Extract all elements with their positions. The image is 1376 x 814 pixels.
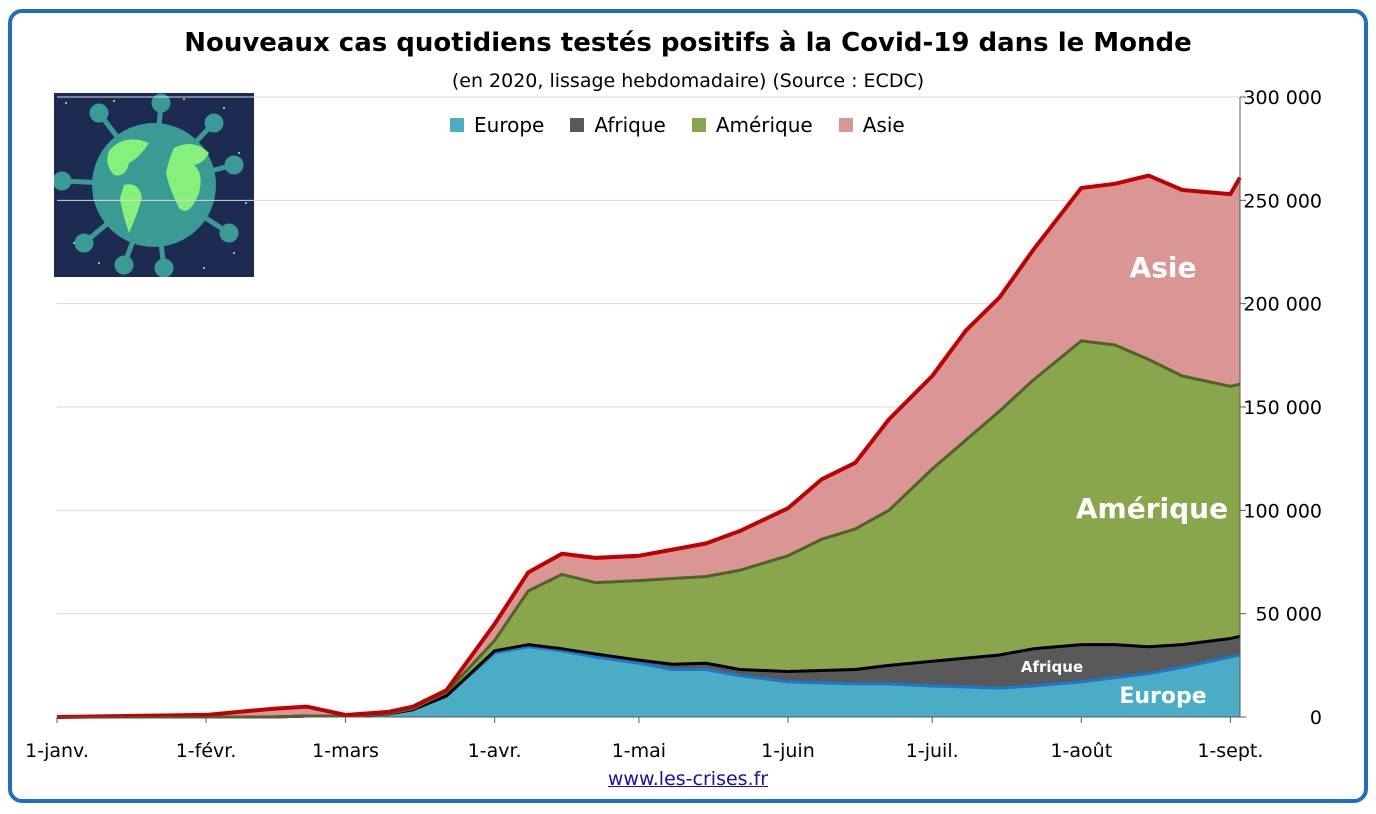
area-afrique bbox=[57, 636, 1240, 717]
legend-item-europe: Europe bbox=[450, 113, 544, 137]
x-tick-label: 1-mai bbox=[612, 740, 666, 762]
legend-label: Afrique bbox=[594, 113, 666, 137]
x-tick-label: 1-avr. bbox=[468, 740, 522, 762]
legend-item-amerique: Amérique bbox=[691, 113, 813, 137]
chart-frame bbox=[8, 9, 1368, 803]
line-asie bbox=[56, 173, 1242, 719]
y-tick-label: 100 000 bbox=[1243, 500, 1322, 522]
legend-swatch bbox=[691, 118, 706, 132]
y-tick-label: 300 000 bbox=[1243, 87, 1322, 109]
chart-title: Nouveaux cas quotidiens testés positifs … bbox=[184, 28, 1192, 58]
x-tick-label: 1-août bbox=[1050, 740, 1112, 762]
legend-label: Amérique bbox=[715, 113, 813, 137]
y-tick-label: 50 000 bbox=[1256, 604, 1322, 626]
x-tick-label: 1-mars bbox=[312, 740, 379, 762]
annotation-afrique: Afrique bbox=[1021, 658, 1083, 676]
area-europe bbox=[57, 646, 1240, 717]
x-tick-label: 1-janv. bbox=[25, 740, 89, 762]
source-link[interactable]: www.les-crises.fr bbox=[607, 768, 769, 790]
x-tick-label: 1-févr. bbox=[176, 740, 237, 762]
y-tick-label: 250 000 bbox=[1243, 190, 1322, 212]
legend-label: Asie bbox=[862, 113, 905, 137]
y-tick-label: 0 bbox=[1310, 707, 1322, 729]
covid-globe-logo bbox=[54, 93, 254, 277]
x-tick-label: 1-juin bbox=[761, 740, 815, 762]
annotation-amérique: Amérique bbox=[1076, 492, 1228, 525]
area-asie bbox=[57, 175, 1240, 718]
legend-swatch bbox=[838, 118, 853, 132]
legend-item-afrique: Afrique bbox=[570, 113, 666, 137]
legend-label: Europe bbox=[474, 113, 545, 137]
annotation-asie: Asie bbox=[1130, 251, 1197, 284]
chart-subtitle: (en 2020, lissage hebdomadaire) (Source … bbox=[451, 70, 925, 92]
x-tick-label: 1-sept. bbox=[1197, 740, 1263, 762]
x-tick-label: 1-juil. bbox=[906, 740, 959, 762]
area-amérique bbox=[57, 340, 1240, 717]
legend-swatch bbox=[570, 118, 585, 132]
legend-swatch bbox=[450, 118, 464, 132]
legend-item-asie: Asie bbox=[838, 113, 905, 137]
annotation-europe: Europe bbox=[1119, 684, 1206, 709]
y-tick-label: 150 000 bbox=[1243, 397, 1322, 419]
y-tick-label: 200 000 bbox=[1243, 294, 1322, 316]
chart-legend: Europe Afrique Amérique Asie bbox=[450, 113, 905, 137]
